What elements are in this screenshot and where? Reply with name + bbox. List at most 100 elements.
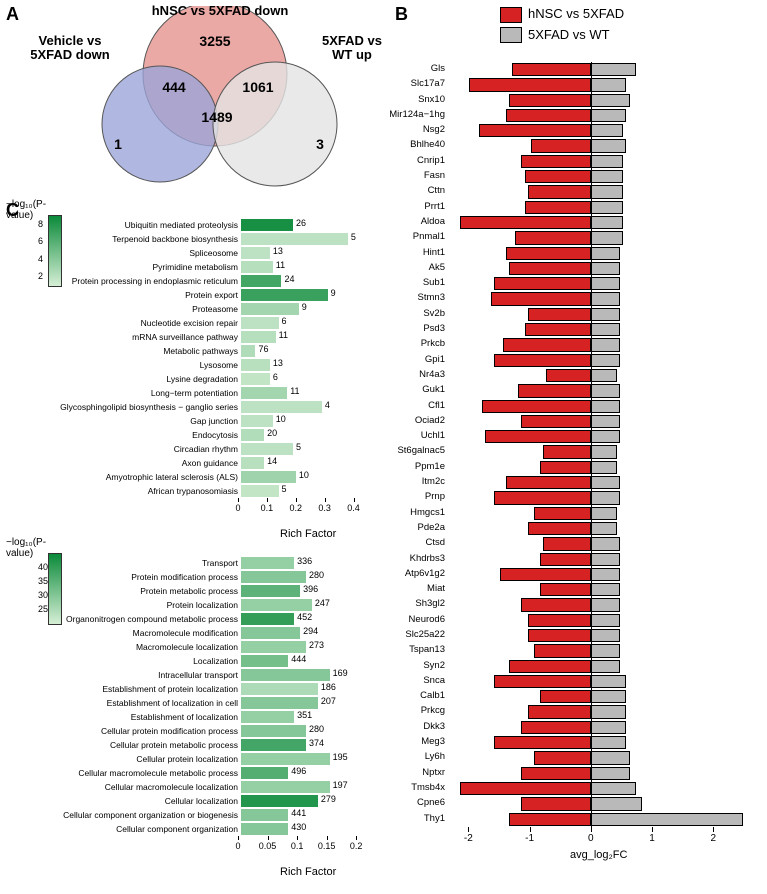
gene-count: 273: [309, 640, 324, 650]
gene-label: Itm2c: [422, 476, 445, 487]
enrichment-bar: [241, 275, 281, 287]
bar-positive: [591, 736, 627, 749]
term-label: mRNA surveillance pathway: [20, 332, 241, 342]
gene-label: Psd3: [423, 323, 445, 334]
enrichment-bar: [241, 823, 288, 835]
bar-negative: [491, 292, 591, 305]
bar-negative: [546, 369, 591, 382]
term-label: Long−term potentiation: [20, 388, 241, 398]
enrichment-bar: [241, 711, 294, 723]
gene-count: 10: [276, 414, 286, 424]
bar-positive: [591, 751, 630, 764]
venn-n-center: 1489: [201, 109, 232, 125]
gene-label: Bhlhe40: [410, 139, 445, 150]
gene-count: 76: [258, 344, 268, 354]
term-label: Terpenoid backbone biosynthesis: [20, 234, 241, 244]
enrichment-bar: [241, 697, 318, 709]
legend-label: hNSC vs 5XFAD: [528, 6, 624, 21]
bar-negative: [521, 721, 590, 734]
bar-positive: [591, 292, 621, 305]
bar-positive: [591, 139, 627, 152]
enrichment-bar: [241, 571, 306, 583]
bar-negative: [460, 782, 591, 795]
term-label: Circadian rhythm: [20, 444, 241, 454]
gene-label: Sh3gl2: [415, 598, 445, 609]
term-label: Endocytosis: [20, 430, 241, 440]
bar-positive: [591, 78, 627, 91]
gene-label: Gpi1: [425, 354, 445, 365]
term-label: Cellular component organization: [20, 824, 241, 834]
bar-positive: [591, 63, 636, 76]
bar-positive: [591, 537, 621, 550]
gene-label: Cfl1: [428, 400, 445, 411]
bar-negative: [479, 124, 591, 137]
enrichment-bar: [241, 401, 322, 413]
term-label: Gap junction: [20, 416, 241, 426]
enrichment-lower: Transport336Protein modification process…: [20, 556, 380, 836]
bar-positive: [591, 231, 624, 244]
term-label: Protein processing in endoplasmic reticu…: [20, 276, 241, 286]
enrichment-bar: [241, 669, 330, 681]
gene-count: 452: [297, 612, 312, 622]
term-label: Cellular macromolecule metabolic process: [20, 768, 241, 778]
enrichment-bar: [241, 261, 273, 273]
bar-positive: [591, 675, 627, 688]
gene-label: Guk1: [422, 384, 445, 395]
term-label: Proteasome: [20, 304, 241, 314]
gene-label: Ppm1e: [415, 461, 445, 472]
gene-label: St6galnac5: [397, 445, 445, 456]
term-label: African trypanosomiasis: [20, 486, 241, 496]
bar-negative: [509, 94, 591, 107]
bar-positive: [591, 338, 621, 351]
legend-item: 5XFAD vs WT: [500, 27, 624, 44]
bar-positive: [591, 782, 636, 795]
bar-positive: [591, 767, 630, 780]
bar-negative: [482, 400, 591, 413]
bar-negative: [512, 63, 591, 76]
enrichment-bar: [241, 415, 273, 427]
bar-negative: [531, 139, 591, 152]
gene-count: 11: [276, 260, 285, 270]
bar-negative: [509, 262, 591, 275]
gene-count: 279: [321, 794, 336, 804]
gene-count: 10: [299, 470, 309, 480]
gene-count: 9: [302, 302, 307, 312]
bar-positive: [591, 308, 621, 321]
bar-negative: [528, 185, 591, 198]
term-label: Protein modification process: [20, 572, 241, 582]
bar-positive: [591, 568, 621, 581]
enrichment-bar: [241, 795, 318, 807]
gene-label: Cnrip1: [417, 155, 445, 166]
bar-positive: [591, 384, 621, 397]
bar-positive: [591, 797, 642, 810]
term-label: Macromolecule modification: [20, 628, 241, 638]
bar-positive: [591, 705, 627, 718]
gene-label: Cpne6: [417, 797, 445, 808]
bar-positive: [591, 247, 621, 260]
gene-count: 13: [273, 358, 283, 368]
enrichment-bar: [241, 429, 264, 441]
gene-label: Gls: [431, 63, 445, 74]
term-label: Lysosome: [20, 360, 241, 370]
panel-a-label: A: [6, 4, 19, 25]
axis-title: avg_log₂FC: [570, 849, 627, 861]
legend-item: hNSC vs 5XFAD: [500, 6, 624, 23]
enrichment-bar: [241, 767, 288, 779]
bar-negative: [525, 201, 591, 214]
bar-negative: [540, 553, 591, 566]
bar-positive: [591, 94, 630, 107]
enrichment-bar: [241, 443, 293, 455]
enrichment-bar: [241, 471, 296, 483]
enrichment-bar: [241, 457, 264, 469]
bar-negative: [494, 354, 591, 367]
bar-negative: [494, 675, 591, 688]
gene-count: 14: [267, 456, 277, 466]
gene-label: Neurod6: [409, 614, 445, 625]
gene-label: Khdrbs3: [410, 553, 445, 564]
bar-negative: [521, 767, 590, 780]
gene-count: 5: [296, 442, 301, 452]
term-label: Ubiquitin mediated proteolysis: [20, 220, 241, 230]
bar-negative: [528, 308, 591, 321]
bar-positive: [591, 522, 617, 535]
term-label: Protein metabolic process: [20, 586, 241, 596]
